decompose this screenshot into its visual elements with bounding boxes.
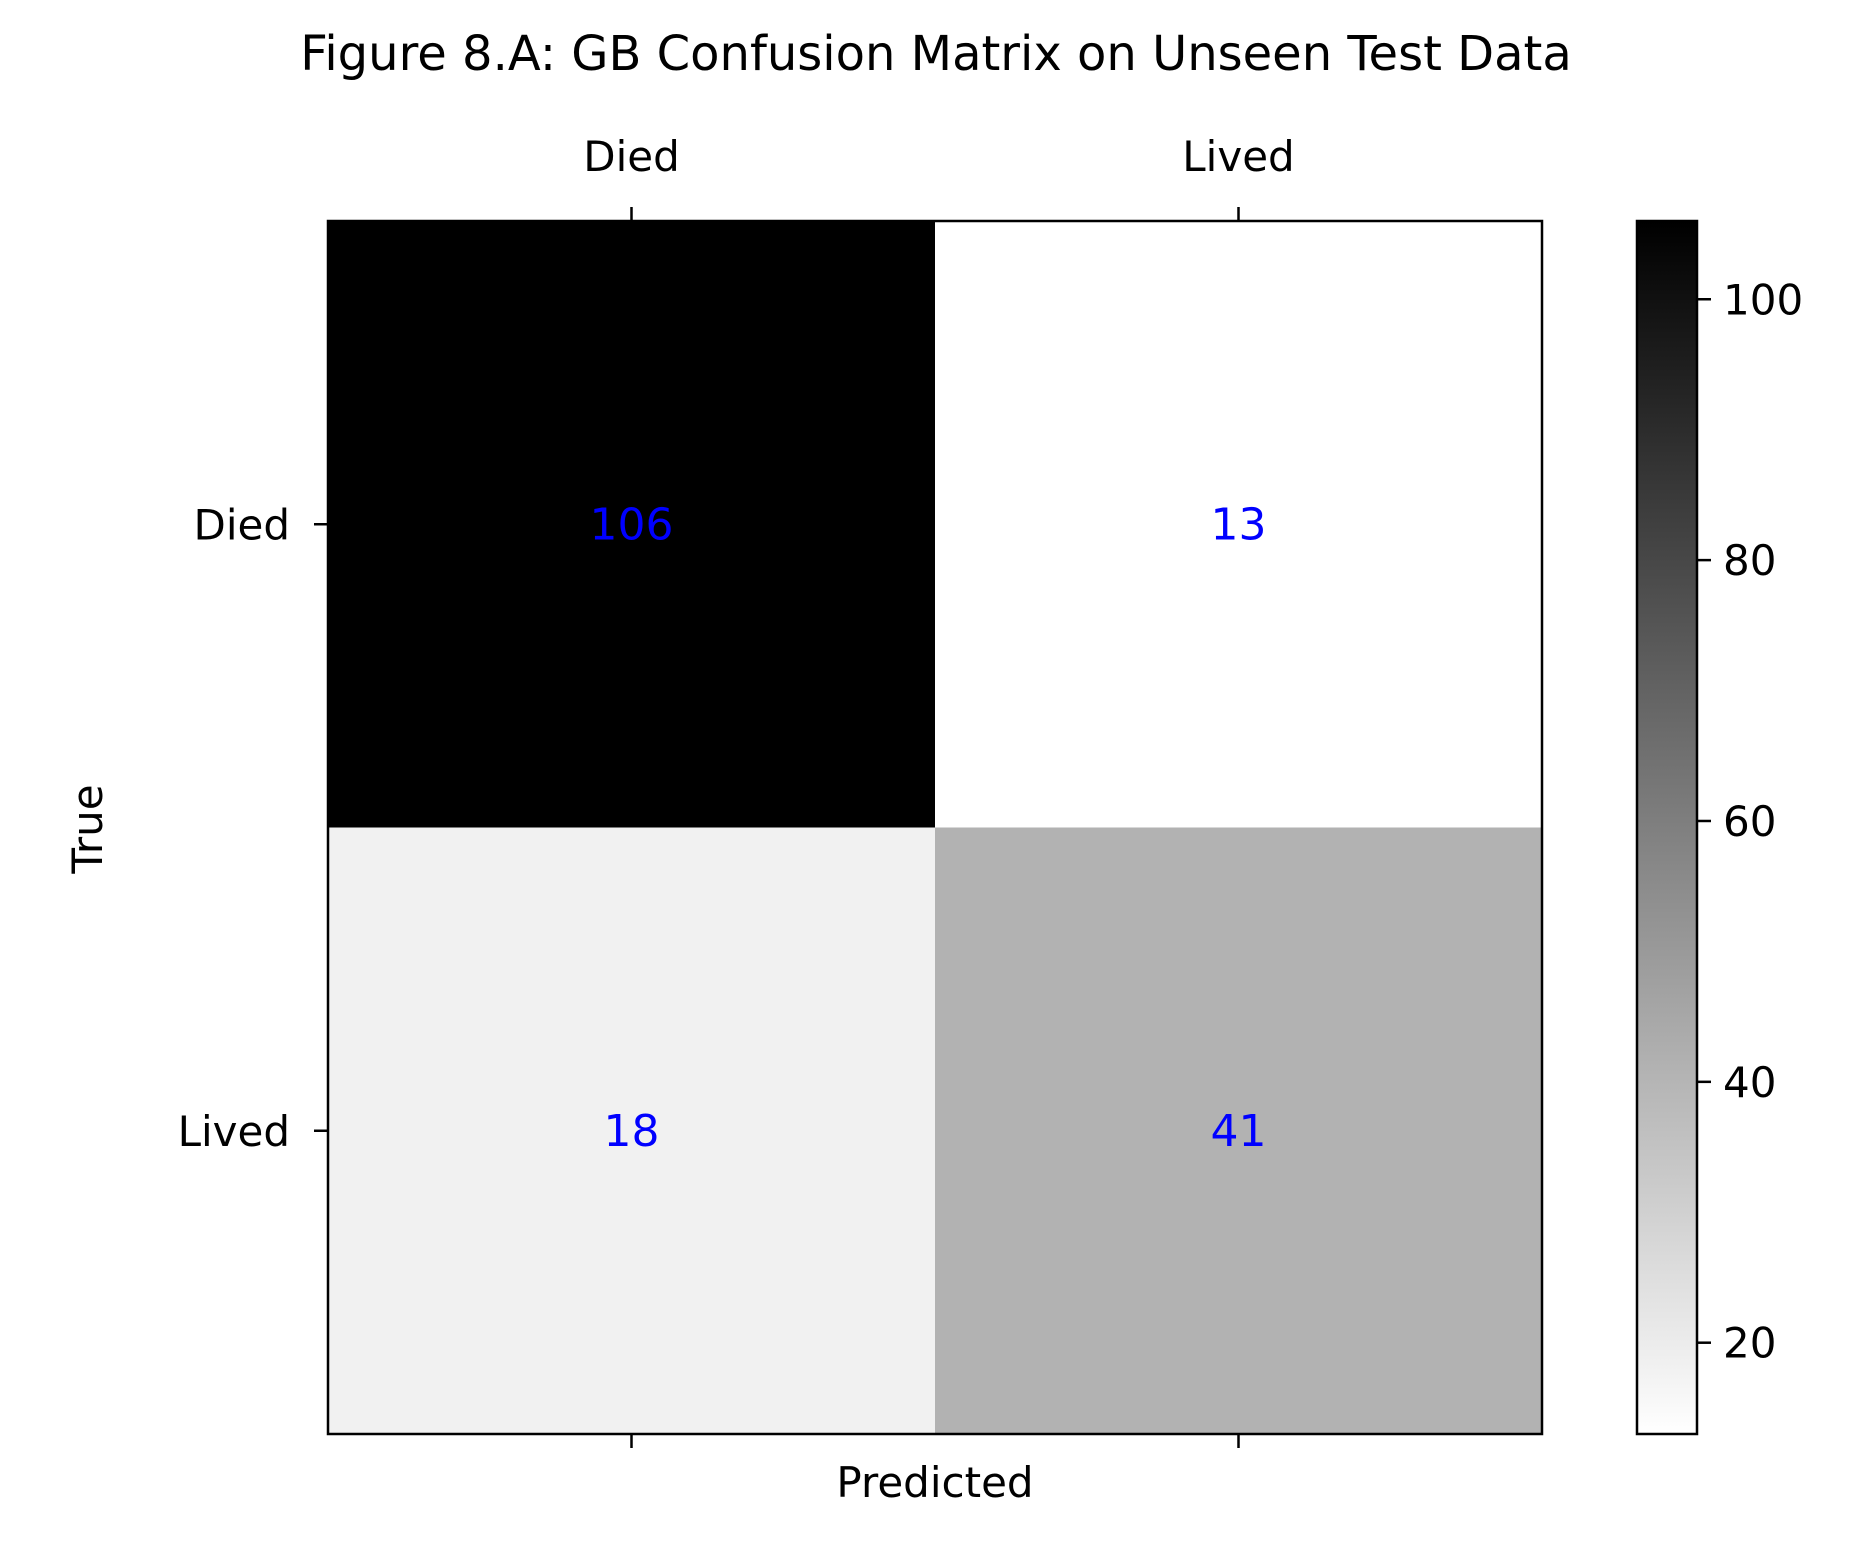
heatmap-cell	[328, 221, 936, 828]
x-tick-label: Died	[583, 132, 680, 181]
y-axis-ticks: Died Lived	[178, 500, 328, 1156]
chart-title: Figure 8.A: GB Confusion Matrix on Unsee…	[300, 26, 1572, 82]
y-tick-label: Lived	[178, 1107, 290, 1156]
cell-annotations: 106 13 18 41	[590, 499, 1267, 1157]
colorbar	[1635, 219, 1699, 1436]
y-tick-label: Died	[193, 500, 290, 549]
cell-value-label: 18	[604, 1106, 660, 1157]
colorbar-tick-label: 40	[1723, 1058, 1776, 1107]
cell-value-label: 106	[590, 499, 674, 550]
plot-frame	[326, 219, 1544, 1436]
heatmap-cell	[935, 827, 1543, 1435]
heatmap-cell	[935, 221, 1543, 828]
x-tick-label: Lived	[1182, 132, 1294, 181]
cell-value-label: 41	[1211, 1106, 1267, 1157]
colorbar-tick-label: 20	[1723, 1319, 1776, 1368]
cell-value-label: 13	[1211, 499, 1267, 550]
colorbar-tick-label: 100	[1723, 275, 1803, 324]
colorbar-ticks: 20 40 60 80 100	[1697, 275, 1803, 1368]
y-axis-label: True	[63, 784, 112, 874]
colorbar-tick-label: 60	[1723, 797, 1776, 846]
heatmap-cell	[328, 827, 936, 1435]
colorbar-tick-label: 80	[1723, 536, 1776, 585]
x-axis-ticks: Died Lived	[583, 132, 1295, 1448]
x-axis-label: Predicted	[836, 1458, 1033, 1507]
heatmap-cells	[328, 221, 1543, 1435]
